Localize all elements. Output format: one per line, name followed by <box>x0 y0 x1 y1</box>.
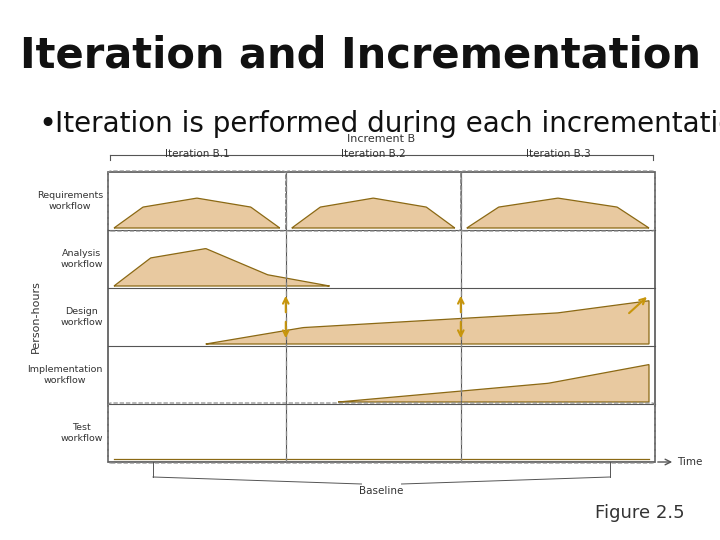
Polygon shape <box>292 198 455 228</box>
Text: Person-hours: Person-hours <box>31 281 41 354</box>
Text: Implementation
workflow: Implementation workflow <box>27 365 103 384</box>
Text: Requirements
workflow: Requirements workflow <box>37 191 103 211</box>
Text: Test
workflow: Test workflow <box>60 423 103 443</box>
Polygon shape <box>114 249 330 286</box>
Polygon shape <box>338 364 649 402</box>
Text: Baseline: Baseline <box>359 486 404 496</box>
Text: Analysis
workflow: Analysis workflow <box>60 249 103 269</box>
Text: Iteration and Incrementation: Iteration and Incrementation <box>19 35 701 77</box>
Polygon shape <box>467 198 649 228</box>
Bar <box>108 172 655 462</box>
Text: Increment B: Increment B <box>348 134 415 144</box>
Text: •: • <box>38 110 56 139</box>
Polygon shape <box>114 198 280 228</box>
Text: Figure 2.5: Figure 2.5 <box>595 504 685 522</box>
Text: Design
workflow: Design workflow <box>60 307 103 327</box>
Text: Iteration B.3: Iteration B.3 <box>526 149 590 159</box>
Text: Iteration B.2: Iteration B.2 <box>341 149 405 159</box>
Text: Time: Time <box>677 457 703 467</box>
Text: Iteration is performed during each incrementation: Iteration is performed during each incre… <box>55 110 720 138</box>
Polygon shape <box>206 301 649 344</box>
Text: Iteration B.1: Iteration B.1 <box>164 149 229 159</box>
